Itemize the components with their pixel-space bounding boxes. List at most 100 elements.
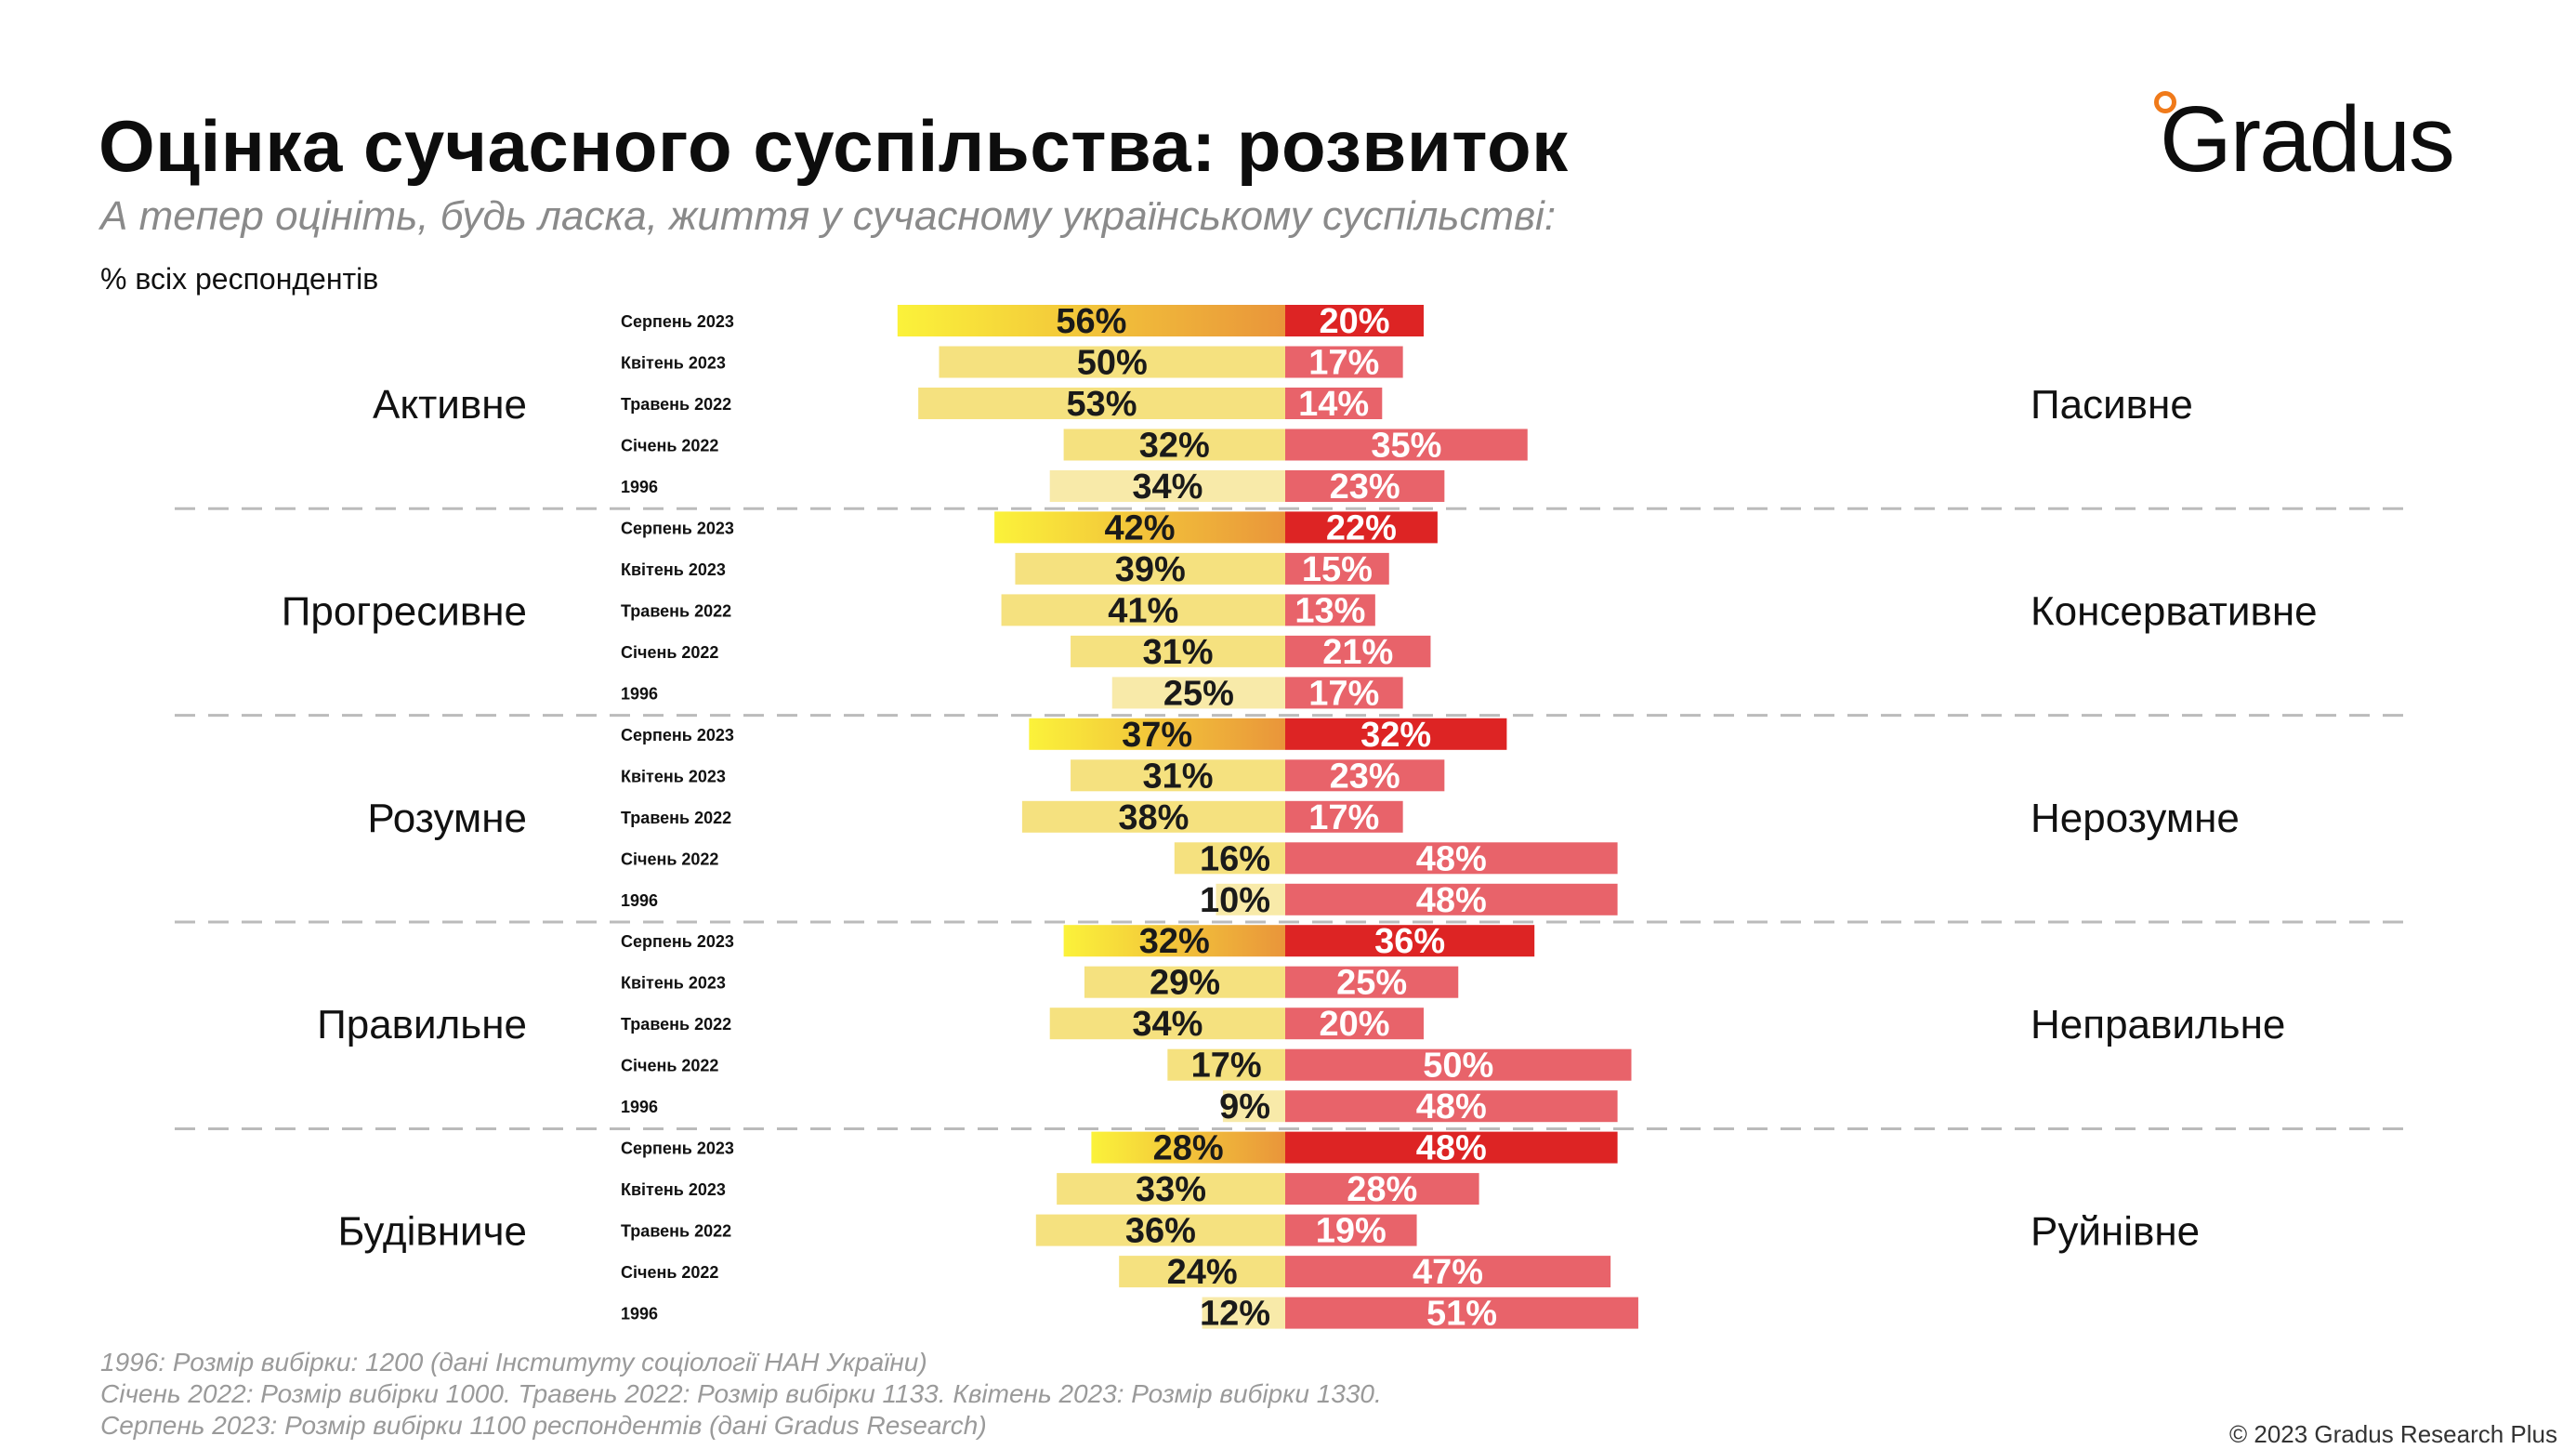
data-label-right: 22% [1326, 508, 1397, 547]
data-label-right: 36% [1374, 922, 1445, 961]
data-label-right: 50% [1423, 1047, 1493, 1086]
bar-right [1285, 966, 1459, 998]
bar-right [1285, 1008, 1424, 1040]
data-label-right: 28% [1347, 1170, 1417, 1209]
data-label-left: 32% [1139, 922, 1210, 961]
bar-right [1285, 1256, 1611, 1288]
data-label-left: 36% [1125, 1212, 1196, 1251]
category-right-label: Нерозумне [2031, 796, 2240, 841]
bar-right [1285, 305, 1424, 336]
period-label: Квітень 2023 [621, 354, 726, 373]
bar-left [1091, 1131, 1285, 1164]
copyright: © 2023 Gradus Research Plus [2228, 1420, 2557, 1448]
data-label-left: 50% [1077, 344, 1148, 383]
diverging-bar-chart: Активне Пасивне Серпень 2023 56% 20% Квітень … [175, 302, 2407, 1334]
bar-right [1285, 677, 1403, 709]
footnote-2022: Січень 2022: Розмір вибірки 1000. Травен… [100, 1379, 1382, 1408]
bar-left [1216, 883, 1285, 916]
data-label-left: 9% [1219, 1087, 1270, 1126]
bar-left [1029, 718, 1285, 750]
data-label-left: 31% [1142, 757, 1213, 796]
bar-right [1285, 1297, 1638, 1329]
data-label-right: 48% [1416, 839, 1487, 878]
period-label: Січень 2022 [621, 437, 718, 455]
data-label-right: 48% [1416, 1087, 1487, 1126]
bar-left [1001, 594, 1285, 626]
bar-right [1285, 511, 1438, 544]
period-label: Квітень 2023 [621, 560, 726, 579]
data-label-left: 34% [1132, 1005, 1203, 1044]
data-label-left: 24% [1167, 1253, 1238, 1292]
bar-left [1057, 1173, 1285, 1205]
data-label-right: 17% [1308, 344, 1379, 383]
data-label-left: 10% [1200, 881, 1270, 920]
bar-right [1285, 552, 1389, 585]
data-label-right: 35% [1371, 427, 1441, 466]
category-left-label: Активне [373, 382, 527, 428]
period-label: Травень 2022 [621, 1222, 731, 1241]
data-label-left: 33% [1136, 1170, 1206, 1209]
bar-left [1167, 1048, 1285, 1081]
data-label-right: 23% [1330, 757, 1400, 796]
period-label: Травень 2022 [621, 1015, 731, 1034]
category-right-label: Неправильне [2031, 1002, 2285, 1047]
page-title: Оцінка сучасного суспільства: розвиток [99, 105, 1569, 187]
bar-right [1285, 1090, 1618, 1123]
data-label-left: 16% [1200, 839, 1270, 878]
bar-right [1285, 842, 1618, 875]
data-label-left: 31% [1142, 633, 1213, 672]
data-label-left: 28% [1153, 1129, 1224, 1168]
bar-left [897, 305, 1285, 336]
period-label: Квітень 2023 [621, 974, 726, 993]
data-label-right: 48% [1416, 881, 1487, 920]
period-label: 1996 [621, 478, 658, 496]
data-label-right: 20% [1319, 302, 1389, 341]
data-label-left: 53% [1067, 385, 1137, 424]
bar-left [1111, 677, 1285, 709]
data-label-right: 51% [1426, 1295, 1497, 1334]
data-label-right: 25% [1336, 964, 1407, 1003]
data-label-left: 39% [1115, 550, 1186, 589]
period-label: Травень 2022 [621, 601, 731, 620]
unit-note: % всіх респондентів [100, 262, 379, 296]
bar-right [1285, 718, 1507, 750]
question-subtitle: А тепер оцініть, будь ласка, життя у суч… [100, 193, 1557, 239]
category-right-label: Пасивне [2031, 382, 2193, 428]
bar-left [1084, 966, 1285, 998]
period-label: Квітень 2023 [621, 1180, 726, 1199]
data-label-right: 21% [1322, 633, 1393, 672]
bar-left [1222, 1090, 1285, 1123]
data-label-right: 48% [1416, 1129, 1487, 1168]
period-label: Січень 2022 [621, 643, 718, 662]
data-label-right: 20% [1319, 1005, 1389, 1044]
period-label: 1996 [621, 1305, 658, 1324]
data-label-left: 42% [1105, 508, 1176, 547]
period-label: Серпень 2023 [621, 312, 734, 331]
period-label: Квітень 2023 [621, 767, 726, 785]
logo-dot-icon [2154, 91, 2176, 113]
footnote-2023: Серпень 2023: Розмір вибірки 1100 респон… [100, 1411, 987, 1440]
logo-text: Gradus [2160, 87, 2455, 191]
period-label: Травень 2022 [621, 809, 731, 827]
bar-right [1285, 594, 1375, 626]
bar-right [1285, 1214, 1417, 1246]
data-label-left: 29% [1150, 964, 1220, 1003]
data-label-left: 25% [1163, 674, 1234, 713]
bar-right [1285, 635, 1431, 667]
bar-right [1285, 428, 1528, 461]
bar-left [1035, 1214, 1285, 1246]
data-label-right: 19% [1316, 1212, 1387, 1251]
bar-right [1285, 346, 1403, 378]
bar-right [1285, 1173, 1479, 1205]
bar-left [1202, 1297, 1285, 1329]
period-label: Січень 2022 [621, 1263, 718, 1282]
data-label-left: 17% [1191, 1047, 1262, 1086]
period-label: Серпень 2023 [621, 932, 734, 951]
bar-left [1063, 925, 1285, 957]
gradus-logo: Gradus [2154, 91, 2489, 193]
period-label: Січень 2022 [621, 1057, 718, 1075]
data-label-right: 47% [1413, 1253, 1483, 1292]
data-label-right: 17% [1308, 798, 1379, 837]
period-label: Серпень 2023 [621, 519, 734, 537]
data-label-right: 17% [1308, 674, 1379, 713]
